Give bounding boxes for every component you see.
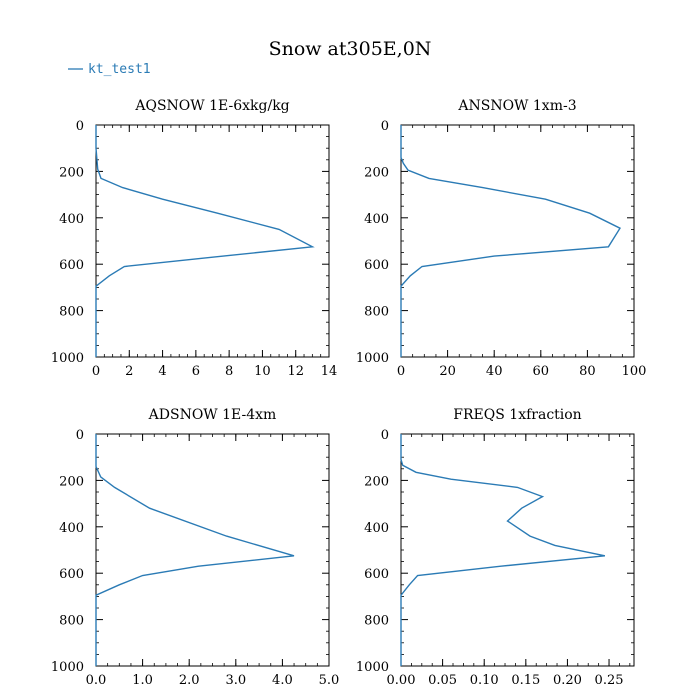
plot-frame (95, 124, 330, 358)
y-tick-label: 800 (59, 305, 84, 320)
y-tick-label: 600 (59, 258, 84, 273)
y-tick-label: 200 (59, 474, 84, 489)
y-tick-label: 800 (59, 614, 84, 629)
chart-panel-3: ADSNOW 1E-4xm 0.0 1.0 2.0 3.0 4.0 5.0 0 200 400 60… (51, 407, 339, 688)
series-line-kt-test1 (95, 434, 295, 666)
y-tick-label: 400 (364, 521, 389, 536)
plot-frame (400, 433, 635, 667)
x-tick-label: 20 (439, 364, 456, 379)
x-tick-label: 14 (321, 364, 338, 379)
y-tick-label: 1000 (51, 660, 84, 675)
y-tick-label: 1000 (51, 351, 84, 366)
y-tick-label: 400 (59, 212, 84, 227)
y-tick-label: 600 (59, 567, 84, 582)
x-tick-label: 0.10 (470, 673, 499, 688)
x-tick-label: 80 (579, 364, 596, 379)
series-line-kt-test1 (95, 125, 315, 357)
y-tick-label: 1000 (356, 660, 389, 675)
x-tick-label: 3.0 (225, 673, 246, 688)
y-tick-label: 200 (364, 474, 389, 489)
chart-panel-4: FREQS 1xfraction 0.00 0.05 0.10 0.15 0.20 0.25… (356, 407, 635, 688)
series-line-kt-test1 (400, 125, 622, 357)
x-tick-label: 6 (192, 364, 200, 379)
x-tick-label: 0 (397, 364, 405, 379)
y-tick-label: 0 (76, 428, 84, 443)
y-tick-label: 0 (381, 428, 389, 443)
x-tick-label: 2.0 (179, 673, 200, 688)
panel-title: ANSNOW 1xm-3 (457, 98, 576, 114)
x-tick-label: 0.15 (511, 673, 540, 688)
x-tick-label: 1.0 (132, 673, 153, 688)
y-tick-label: 400 (364, 212, 389, 227)
y-tick-label: 600 (364, 258, 389, 273)
x-tick-label: 100 (622, 364, 647, 379)
x-tick-label: 12 (287, 364, 304, 379)
x-tick-label: 2 (125, 364, 133, 379)
x-tick-label: 40 (486, 364, 503, 379)
panel-title: AQSNOW 1E-6xkg/kg (134, 98, 289, 114)
legend-label: kt_test1 (88, 62, 151, 77)
y-tick-label: 1000 (356, 351, 389, 366)
figure-title: Snow at305E,0N (269, 38, 432, 60)
y-tick-label: 800 (364, 614, 389, 629)
y-tick-label: 400 (59, 521, 84, 536)
plot-frame (400, 124, 635, 358)
legend: kt_test1 (68, 62, 151, 77)
y-tick-label: 0 (381, 119, 389, 134)
chart-panel-2: ANSNOW 1xm-30 20 40 60 80 1000200400600800100… (356, 98, 647, 379)
x-tick-label: 4 (158, 364, 166, 379)
series-line-kt-test1 (400, 434, 606, 666)
chart-panel-1: AQSNOW 1E-6xkg/kg 0 2 4 6 8 10 12 14 0 200 400 600 80… (51, 98, 337, 379)
x-tick-label: 10 (254, 364, 271, 379)
x-tick-label: 0.00 (387, 673, 416, 688)
y-tick-label: 0 (76, 119, 84, 134)
panel-title: FREQS 1xfraction (453, 407, 581, 423)
x-tick-label: 8 (225, 364, 233, 379)
x-tick-label: 0.0 (86, 673, 107, 688)
plot-frame (95, 433, 330, 667)
x-tick-label: 4.0 (272, 673, 293, 688)
x-tick-label: 0.20 (553, 673, 582, 688)
x-tick-label: 0 (92, 364, 100, 379)
chart-panels: AQSNOW 1E-6xkg/kg0 2 4 6 8 10 12 14020040060080… (51, 98, 647, 688)
x-tick-label: 5.0 (319, 673, 340, 688)
x-tick-label: 0.05 (428, 673, 457, 688)
x-tick-label: 0.25 (595, 673, 624, 688)
y-tick-label: 800 (364, 305, 389, 320)
y-tick-label: 200 (364, 165, 389, 180)
y-tick-label: 200 (59, 165, 84, 180)
y-tick-label: 600 (364, 567, 389, 582)
x-tick-label: 60 (533, 364, 550, 379)
panel-title: ADSNOW 1E-4xm (148, 407, 277, 423)
